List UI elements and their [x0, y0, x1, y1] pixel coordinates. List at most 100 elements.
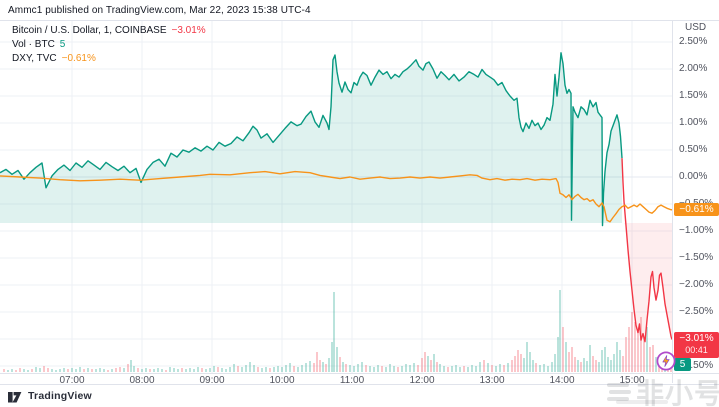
volume-bar: [439, 364, 441, 372]
volume-bar: [119, 367, 121, 372]
volume-bar: [427, 356, 429, 372]
volume-bar: [535, 363, 537, 372]
volume-bar: [475, 366, 477, 372]
volume-bar: [640, 317, 642, 372]
volume-bar: [610, 360, 612, 372]
chart-canvas[interactable]: [0, 21, 672, 373]
volume-bar: [601, 350, 603, 372]
time-axis[interactable]: 07:00 08:00 09:00 10:00 11:00 12:00 13:00 14:00…: [0, 373, 719, 386]
price-badge: −0.61%: [674, 203, 719, 216]
volume-bar: [514, 356, 516, 372]
volume-bar: [181, 368, 183, 372]
volume-bar: [249, 362, 251, 372]
volume-bar: [39, 368, 41, 372]
volume-bar: [342, 362, 344, 372]
volume-bar: [309, 361, 311, 372]
price-axis-label: 1.00%: [679, 117, 708, 128]
legend-row-compare[interactable]: DXY, TVC −0.61%: [12, 53, 96, 64]
price-axis-label: −2.50%: [679, 306, 714, 317]
price-axis-currency: USD: [685, 22, 707, 33]
time-axis-label: 08:00: [129, 375, 155, 386]
volume-bar: [47, 368, 49, 372]
volume-bar: [554, 354, 556, 372]
volume-bar: [507, 363, 509, 372]
volume-bar: [487, 363, 489, 372]
volume-bar: [289, 363, 291, 372]
volume-bar: [619, 350, 621, 372]
volume-bar: [111, 369, 113, 372]
btc-area-fill-positive: [0, 52, 622, 226]
volume-bar: [221, 368, 223, 372]
volume-bar: [574, 357, 576, 372]
volume-bar: [631, 312, 633, 372]
volume-bar: [99, 368, 101, 372]
volume-bar: [637, 332, 639, 372]
tradingview-branding-link[interactable]: TradingView: [8, 389, 92, 403]
time-axis-label: 15:00: [619, 375, 645, 386]
volume-bar: [51, 369, 53, 372]
volume-bar: [177, 369, 179, 372]
tradingview-branding-label: TradingView: [28, 390, 92, 402]
volume-bar: [55, 370, 57, 372]
volume-bar: [137, 368, 139, 372]
price-axis-label: 0.50%: [679, 144, 708, 155]
volume-bar: [413, 363, 415, 372]
volume-bar: [526, 342, 528, 372]
volume-bar: [652, 345, 654, 372]
volume-bar: [331, 342, 333, 372]
volume-bar: [11, 369, 13, 372]
volume-bar: [571, 347, 573, 372]
volume-bar: [145, 368, 147, 372]
volume-bar: [35, 367, 37, 372]
time-axis-label: 13:00: [479, 375, 505, 386]
volume-bar: [83, 369, 85, 372]
volume-bar: [3, 369, 5, 372]
volume-bar: [385, 367, 387, 372]
volume-bar: [213, 366, 215, 372]
volume-bar: [532, 360, 534, 372]
volume-bar: [459, 367, 461, 372]
volume-bar: [430, 360, 432, 372]
volume-bar: [433, 354, 435, 372]
volume-bar: [189, 368, 191, 372]
volume-bar: [568, 352, 570, 372]
volume-bar: [261, 368, 263, 372]
volume-bar: [499, 364, 501, 372]
volume-bar: [193, 369, 195, 372]
volume-bar: [511, 360, 513, 372]
volume-bar: [577, 360, 579, 372]
header-divider: [0, 20, 719, 21]
price-axis-label: 1.50%: [679, 90, 708, 101]
volume-bar: [241, 367, 243, 372]
volume-bar: [471, 365, 473, 372]
volume-bar: [71, 368, 73, 372]
flash-boost-icon[interactable]: [656, 351, 676, 371]
volume-bar: [646, 327, 648, 372]
volume-bar: [305, 363, 307, 372]
legend-row-volume[interactable]: Vol · BTC 5: [12, 39, 65, 50]
volume-bar: [655, 357, 657, 372]
volume-bar: [237, 366, 239, 372]
published-caption: Ammc1 published on TradingView.com, Mar …: [8, 5, 311, 16]
volume-bar: [149, 369, 151, 372]
volume-bar: [369, 366, 371, 372]
symbol-change-value: −3.01%: [171, 25, 206, 36]
volume-bar: [173, 368, 175, 372]
volume-bar: [634, 322, 636, 372]
volume-bar: [393, 366, 395, 372]
volume-bar: [319, 360, 321, 372]
time-axis-label: 10:00: [269, 375, 295, 386]
volume-bar: [313, 363, 315, 372]
volume-bar: [15, 370, 17, 372]
price-axis-label: 2.50%: [679, 36, 708, 47]
volume-bar: [616, 342, 618, 372]
volume-bar: [333, 292, 335, 372]
volume-bar: [75, 369, 77, 372]
volume-bar: [557, 337, 559, 372]
legend-row-symbol[interactable]: Bitcoin / U.S. Dollar, 1, COINBASE −3.01%: [12, 25, 206, 36]
volume-bar: [265, 367, 267, 372]
volume-bar: [205, 369, 207, 372]
volume-bar: [543, 364, 545, 372]
price-axis[interactable]: USD 2.50%2.00%1.50%1.00%0.50%0.00%−0.50%…: [672, 21, 719, 383]
volume-bar: [339, 357, 341, 372]
